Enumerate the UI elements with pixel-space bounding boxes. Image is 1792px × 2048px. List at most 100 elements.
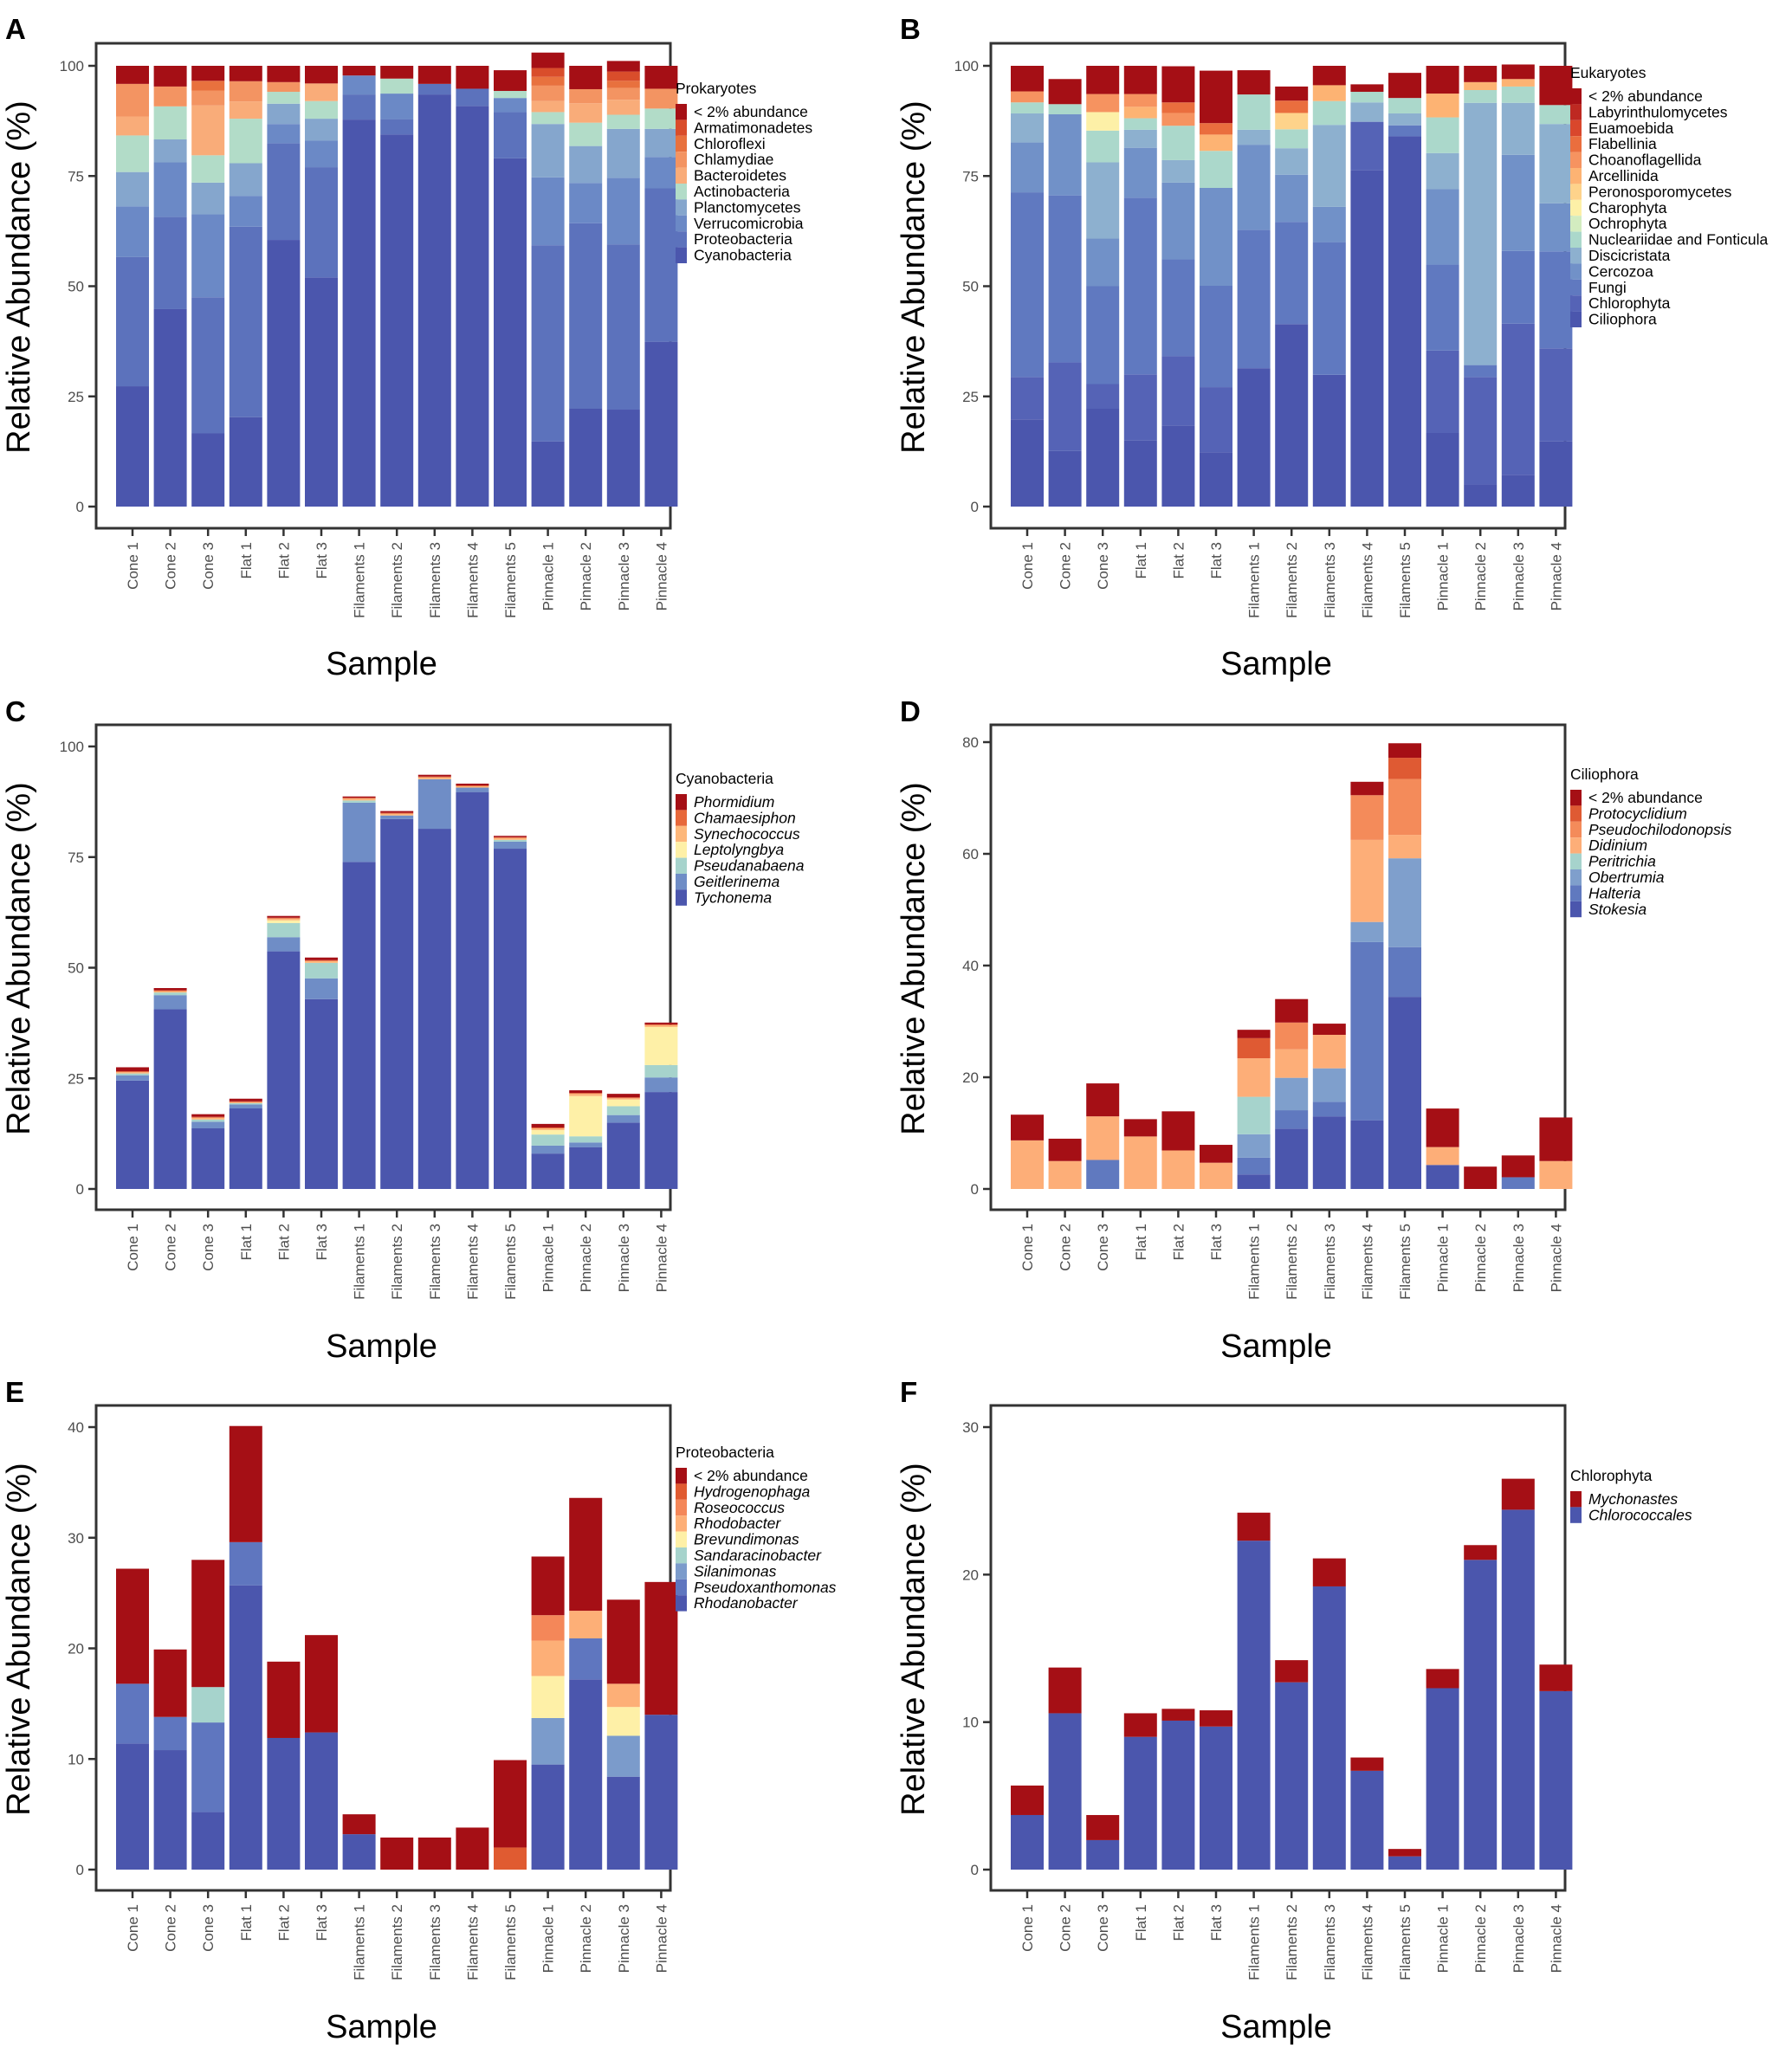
bar-phormidium-filaments-3 [417, 774, 451, 777]
legend-label: Peronosporomycetes [1588, 183, 1732, 200]
bar-2-abundance-pinnacle-2 [569, 1497, 603, 1612]
legend-label: Fungi [1588, 279, 1627, 296]
x-tick-label: Cone 2 [1058, 542, 1074, 590]
bar-2-abundance-flat-1 [1123, 1119, 1157, 1137]
bar-synechococcus-pinnacle-2 [569, 1094, 603, 1096]
panel-e: E 0 10 20 30 40 Relative Abundance (%) Cone 1 Co… [1, 1376, 837, 2045]
x-tick-label: Flat 2 [1170, 542, 1187, 579]
bar-geitlerinema-flat-3 [305, 978, 338, 999]
bar-2-abundance-filaments-4 [456, 66, 489, 89]
bar-chamaesiphon-cone-3 [191, 1116, 225, 1118]
bar-synechococcus-filaments-3 [417, 777, 451, 779]
bar-proteobacteria-cone-3 [191, 297, 225, 434]
bar-leptolyngbya-pinnacle-1 [531, 1130, 565, 1135]
y-tick-label: 75 [68, 168, 84, 184]
bar-2-abundance-cone-2 [153, 1649, 187, 1717]
legend-key-arcellinida [1570, 168, 1582, 184]
x-tick-label: Flat 1 [1133, 542, 1149, 579]
bar-planctomycetes-pinnacle-1 [531, 124, 565, 178]
bar-2-abundance-cone-1 [116, 66, 149, 84]
bar-rhodanobacter-pinnacle-2 [569, 1679, 603, 1870]
bar-cercozoa-flat-2 [1161, 182, 1195, 260]
bar-rhodanobacter-cone-2 [153, 1750, 187, 1870]
bar-halteria-filaments-4 [1350, 941, 1384, 1121]
bar-cyanobacteria-cone-3 [191, 433, 225, 507]
bar-didinium-filaments-5 [1388, 835, 1421, 859]
bar-chamaesiphon-filaments-5 [494, 837, 527, 838]
bar-pseudanabaena-pinnacle-2 [569, 1136, 603, 1143]
x-tick-label: Filaments 4 [1359, 1904, 1375, 1980]
bar-tychonema-filaments-3 [417, 829, 451, 1189]
bar-actinobacteria-filaments-5 [494, 91, 527, 99]
bar-chloroflexi-pinnacle-3 [606, 81, 640, 88]
x-tick-label: Pinnacle 1 [1435, 1224, 1452, 1292]
legend-key-hydrogenophaga [676, 1483, 687, 1500]
bar-hydrogenophaga-filaments-5 [494, 1847, 527, 1870]
y-axis-title: Relative Abundance (%) [896, 100, 932, 454]
bar-nucleariidae-and-fonticula-pinnacle-2 [1464, 89, 1498, 103]
bar-fungi-cone-3 [1086, 286, 1120, 384]
y-tick-label: 25 [68, 1070, 84, 1087]
bar-proteobacteria-filaments-5 [494, 112, 527, 158]
legend-key-phormidium [676, 794, 687, 811]
bar-geitlerinema-pinnacle-4 [644, 1077, 678, 1093]
bar-chlamydiae-cone-2 [153, 86, 187, 107]
bar-2-abundance-pinnacle-2 [1464, 1166, 1498, 1189]
bar-geitlerinema-filaments-2 [380, 815, 414, 819]
legend-key-choanoflagellida [1570, 152, 1582, 168]
x-tick-label: Cone 2 [163, 1904, 179, 1952]
y-tick-label: 50 [68, 279, 84, 295]
x-tick-label: Pinnacle 3 [616, 1904, 632, 1973]
bar-2-abundance-flat-2 [1161, 66, 1195, 103]
legend-key-chamaesiphon [676, 810, 687, 826]
bar-discicristata-filaments-3 [1312, 125, 1346, 207]
bar-brevundimonas-pinnacle-3 [606, 1707, 640, 1736]
bar-nucleariidae-and-fonticula-cone-3 [1086, 130, 1120, 163]
bar-rhodanobacter-cone-3 [191, 1812, 225, 1870]
bar-chloroflexi-pinnacle-1 [531, 76, 565, 86]
x-tick-label: Flat 3 [1208, 1224, 1225, 1261]
bar-tychonema-filaments-1 [342, 862, 376, 1189]
bar-geitlerinema-cone-3 [191, 1121, 225, 1128]
bar-tychonema-flat-1 [229, 1108, 262, 1189]
legend-key-flabellinia [1570, 136, 1582, 152]
legend-label: Pseudoxanthomonas [694, 1579, 837, 1596]
bar-pseudanabaena-pinnacle-3 [606, 1106, 640, 1115]
legend-label: Leptolyngbya [694, 841, 784, 858]
bar-bacteroidetes-cone-1 [116, 116, 149, 136]
bar-proteobacteria-flat-1 [229, 226, 262, 417]
bar-stokesia-pinnacle-1 [1426, 1165, 1459, 1189]
bar-chlamydiae-flat-2 [267, 81, 301, 93]
x-tick-label: Filaments 1 [352, 1904, 368, 1980]
panel-c: C 0 25 50 75 100 Relative Abundance (%) Cone 1 C… [1, 695, 805, 1365]
bar-2-abundance-flat-2 [267, 66, 301, 82]
bar-rhodanobacter-cone-1 [116, 1743, 149, 1870]
bar-chlorophyta-flat-2 [1161, 356, 1195, 426]
bar-discicristata-cone-1 [1011, 113, 1044, 143]
bar-2-abundance-pinnacle-2 [1464, 66, 1498, 82]
bar-nucleariidae-and-fonticula-cone-2 [1048, 104, 1082, 114]
bar-pseudochilodonopsis-filaments-2 [1275, 1022, 1309, 1050]
bar-chlamydiae-pinnacle-4 [644, 88, 678, 109]
y-tick-label: 50 [68, 960, 84, 977]
bar-chlamydiae-cone-1 [116, 83, 149, 117]
x-tick-label: Cone 1 [1019, 1904, 1036, 1952]
bar-cercozoa-pinnacle-1 [1426, 189, 1459, 265]
bar-nucleariidae-and-fonticula-filaments-3 [1312, 100, 1346, 126]
bar-silanimonas-pinnacle-3 [606, 1735, 640, 1777]
bar-fungi-flat-3 [1200, 285, 1232, 388]
y-tick-label: 60 [962, 846, 979, 862]
bar-phormidium-flat-1 [229, 1098, 262, 1102]
legend-title: Chlorophyta [1570, 1467, 1653, 1484]
bar-arcellinida-flat-3 [1200, 134, 1232, 152]
bar-chlorophyta-pinnacle-3 [1501, 323, 1535, 475]
bar-geitlerinema-filaments-4 [456, 787, 489, 792]
bar-stokesia-filaments-3 [1312, 1116, 1346, 1189]
bar-charophyta-cone-3 [1086, 112, 1120, 131]
bar-pseudanabaena-pinnacle-1 [531, 1134, 565, 1146]
x-tick-label: Flat 2 [275, 1904, 292, 1941]
panel-f: F 0 10 20 30 Relative Abundance (%) Cone 1 Cone… [896, 1376, 1692, 2045]
bar-chlorococcales-flat-3 [1200, 1726, 1232, 1870]
bar-pseudanabaena-flat-1 [229, 1102, 262, 1105]
bar-chlorococcales-filaments-1 [1237, 1541, 1271, 1870]
